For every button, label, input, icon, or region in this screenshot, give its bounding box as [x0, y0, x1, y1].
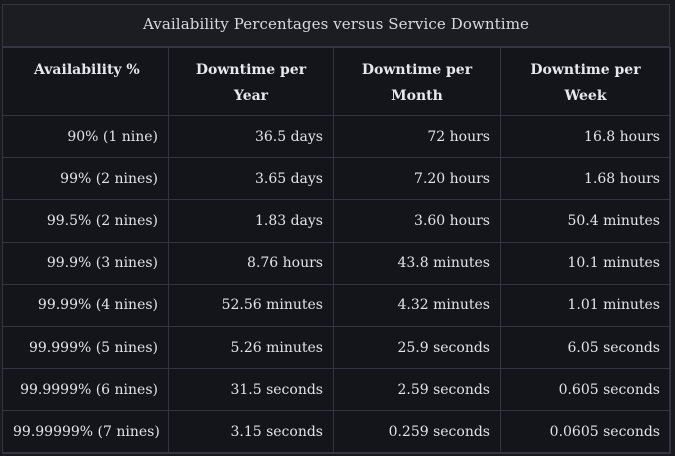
- table-row: 99% (2 nines) 3.65 days 7.20 hours 1.68 hou…: [2, 157, 671, 201]
- header-downtime-month: Downtime per Month: [333, 47, 501, 116]
- cell-downtime-year: 1.83 days: [168, 199, 334, 243]
- table-row: 99.999% (5 nines) 5.26 minutes 25.9 second…: [2, 325, 671, 370]
- cell-downtime-month: 7.20 hours: [333, 157, 501, 201]
- cell-availability: 90% (1 nine): [2, 114, 169, 159]
- cell-downtime-week: 16.8 hours: [500, 114, 671, 159]
- table-row: 99.99999% (7 nines) 3.15 seconds 0.259 sec…: [2, 410, 671, 454]
- cell-downtime-week: 0.605 seconds: [500, 368, 671, 412]
- cell-downtime-week: 50.4 minutes: [500, 199, 671, 243]
- table-row: 99.9999% (6 nines) 31.5 seconds 2.59 secon…: [2, 368, 671, 412]
- cell-availability: 99.9% (3 nines): [2, 241, 169, 285]
- cell-downtime-month: 43.8 minutes: [333, 241, 501, 285]
- table-row: 99.9% (3 nines) 8.76 hours 43.8 minutes 10.…: [2, 241, 671, 285]
- cell-downtime-month: 2.59 seconds: [333, 368, 501, 412]
- cell-availability: 99.999% (5 nines): [2, 325, 169, 370]
- cell-downtime-week: 10.1 minutes: [500, 241, 671, 285]
- cell-downtime-year: 52.56 minutes: [168, 283, 334, 327]
- cell-downtime-month: 0.259 seconds: [333, 410, 501, 454]
- cell-downtime-week: 1.01 minutes: [500, 283, 671, 327]
- table-title: Availability Percentages versus Service …: [3, 5, 669, 47]
- header-downtime-week: Downtime per Week: [500, 47, 671, 116]
- cell-downtime-year: 31.5 seconds: [168, 368, 334, 412]
- cell-availability: 99.99999% (7 nines): [2, 410, 169, 454]
- table-row: 99.99% (4 nines) 52.56 minutes 4.32 minute…: [2, 283, 671, 327]
- cell-downtime-week: 6.05 seconds: [500, 325, 671, 370]
- table-row: 99.5% (2 nines) 1.83 days 3.60 hours 50.4 m…: [2, 199, 671, 243]
- availability-table: Availability % Downtime per Year Downtim…: [2, 47, 671, 454]
- cell-downtime-month: 3.60 hours: [333, 199, 501, 243]
- table-body: 90% (1 nine) 36.5 days 72 hours 16.8 hours 9…: [2, 114, 671, 454]
- cell-downtime-month: 72 hours: [333, 114, 501, 159]
- cell-downtime-week: 1.68 hours: [500, 157, 671, 201]
- cell-downtime-month: 4.32 minutes: [333, 283, 501, 327]
- cell-downtime-year: 8.76 hours: [168, 241, 334, 285]
- cell-downtime-year: 5.26 minutes: [168, 325, 334, 370]
- table-row: 90% (1 nine) 36.5 days 72 hours 16.8 hours: [2, 114, 671, 159]
- header-availability: Availability %: [2, 47, 169, 116]
- cell-downtime-week: 0.0605 seconds: [500, 410, 671, 454]
- cell-downtime-month: 25.9 seconds: [333, 325, 501, 370]
- header-downtime-year: Downtime per Year: [168, 47, 334, 116]
- header-row: Availability % Downtime per Year Downtim…: [2, 47, 671, 116]
- cell-availability: 99.5% (2 nines): [2, 199, 169, 243]
- cell-downtime-year: 3.15 seconds: [168, 410, 334, 454]
- availability-table-panel: Availability Percentages versus Service …: [2, 4, 671, 454]
- cell-availability: 99.9999% (6 nines): [2, 368, 169, 412]
- cell-downtime-year: 36.5 days: [168, 114, 334, 159]
- cell-availability: 99% (2 nines): [2, 157, 169, 201]
- cell-downtime-year: 3.65 days: [168, 157, 334, 201]
- cell-availability: 99.99% (4 nines): [2, 283, 169, 327]
